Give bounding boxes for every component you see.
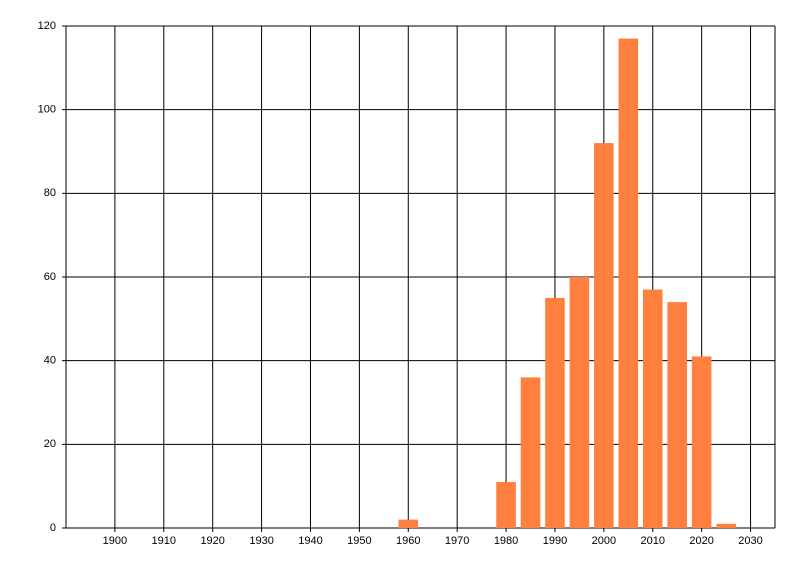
bar — [594, 143, 614, 528]
bar — [691, 356, 712, 528]
y-tick-label: 20 — [44, 438, 56, 450]
x-tick-label: 1910 — [152, 535, 176, 547]
bar — [667, 302, 687, 528]
y-tick-label: 40 — [44, 355, 56, 367]
bar — [520, 377, 541, 528]
y-tick-label: 120 — [38, 20, 56, 32]
bar — [496, 481, 516, 528]
x-tick-label: 1940 — [298, 535, 322, 547]
bar — [618, 38, 639, 529]
y-tick-label: 60 — [44, 271, 56, 283]
bar — [642, 289, 663, 528]
bar — [545, 297, 565, 528]
y-tick-label: 0 — [50, 522, 56, 534]
x-tick-label: 2020 — [689, 535, 713, 547]
x-tick-label: 2030 — [738, 535, 762, 547]
y-tick-label: 100 — [38, 104, 56, 116]
x-tick-label: 1920 — [200, 535, 224, 547]
bar — [398, 519, 419, 528]
bar — [716, 523, 736, 528]
x-tick-label: 1990 — [543, 535, 567, 547]
x-tick-label: 1950 — [347, 535, 371, 547]
x-tick-label: 1930 — [249, 535, 273, 547]
x-tick-label: 2000 — [592, 535, 616, 547]
x-tick-label: 1900 — [103, 535, 127, 547]
bar — [569, 277, 590, 528]
x-tick-label: 1980 — [494, 535, 518, 547]
y-tick-label: 80 — [44, 187, 56, 199]
x-tick-label: 2010 — [641, 535, 665, 547]
x-tick-label: 1960 — [396, 535, 420, 547]
x-tick-label: 1970 — [445, 535, 469, 547]
